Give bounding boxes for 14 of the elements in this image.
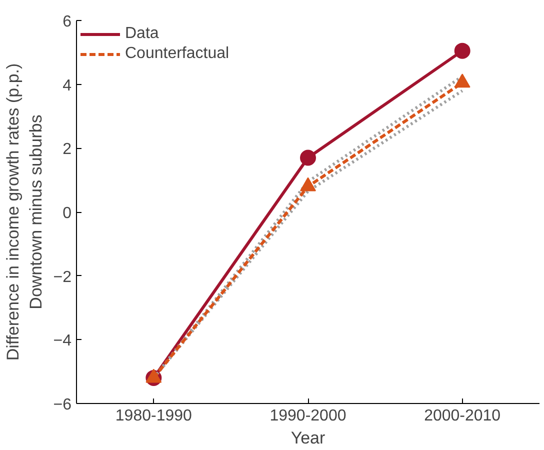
y-axis-title: Difference in income growth rates (p.p.) Downtown minus suburbs	[3, 63, 46, 361]
y-tick-label: 0	[62, 205, 72, 222]
y-tick-label: −2	[53, 268, 72, 286]
x-tick-label: 2000-2010	[424, 408, 501, 424]
y-tick-label: 6	[62, 14, 72, 30]
y-tick-label: 2	[62, 141, 72, 158]
x-tick-label: 1980-1990	[115, 408, 192, 424]
y-tick-label: −6	[53, 396, 72, 414]
x-tick-label: 1990-2000	[270, 408, 346, 424]
x-axis-title: Year	[290, 428, 326, 448]
y-tick-label: −4	[53, 332, 72, 350]
legend-label: Data	[125, 25, 159, 43]
y-tick-label: 4	[62, 77, 72, 94]
legend-label: Counterfactual	[125, 45, 230, 63]
